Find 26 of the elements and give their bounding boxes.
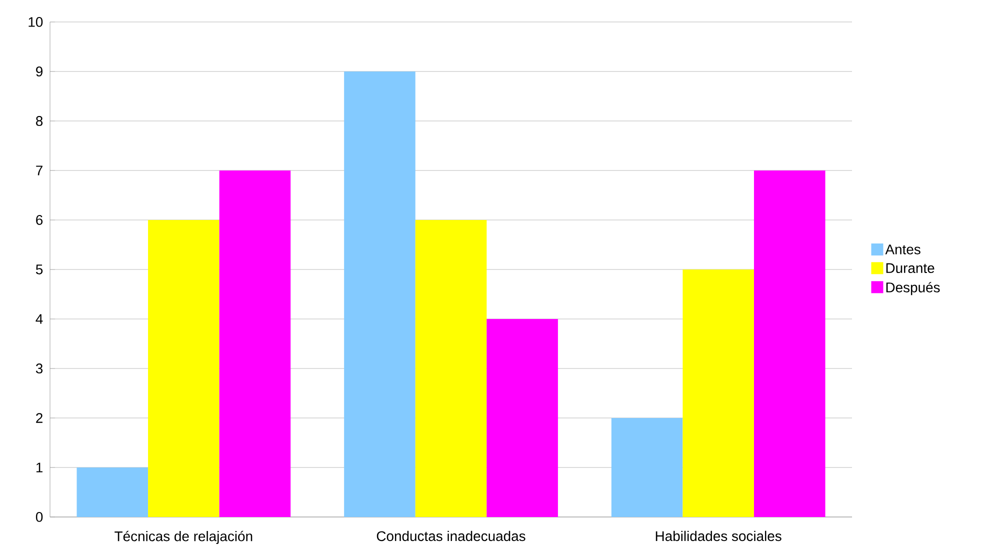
bar <box>344 71 416 517</box>
y-tick-label: 6 <box>36 215 43 225</box>
y-tick-label: 3 <box>36 364 43 374</box>
x-tick-label: Habilidades sociales <box>656 530 782 542</box>
y-tick-label: 9 <box>36 66 42 76</box>
legend-label: Antes <box>885 244 920 254</box>
y-tick-label: 5 <box>36 264 43 274</box>
y-tick-label: 0 <box>36 512 43 522</box>
bar <box>415 220 487 517</box>
bar <box>76 467 148 517</box>
bar <box>219 170 291 517</box>
y-tick-label: 2 <box>36 413 42 423</box>
bar <box>682 269 754 517</box>
y-tick-label: 10 <box>28 17 43 27</box>
legend-label: Después <box>886 282 940 296</box>
y-tick-label: 4 <box>36 314 43 324</box>
bar <box>611 418 683 517</box>
x-tick-label: Técnicas de relajación <box>114 530 252 544</box>
x-tick-label: Conductas inadecuadas <box>376 530 526 542</box>
bar <box>486 318 558 517</box>
y-tick-label: 7 <box>36 166 42 176</box>
y-tick-label: 8 <box>36 116 43 126</box>
bar <box>754 170 826 517</box>
legend-label: Durante <box>886 263 934 274</box>
y-tick-label: 1 <box>36 462 42 472</box>
bar <box>148 220 220 517</box>
